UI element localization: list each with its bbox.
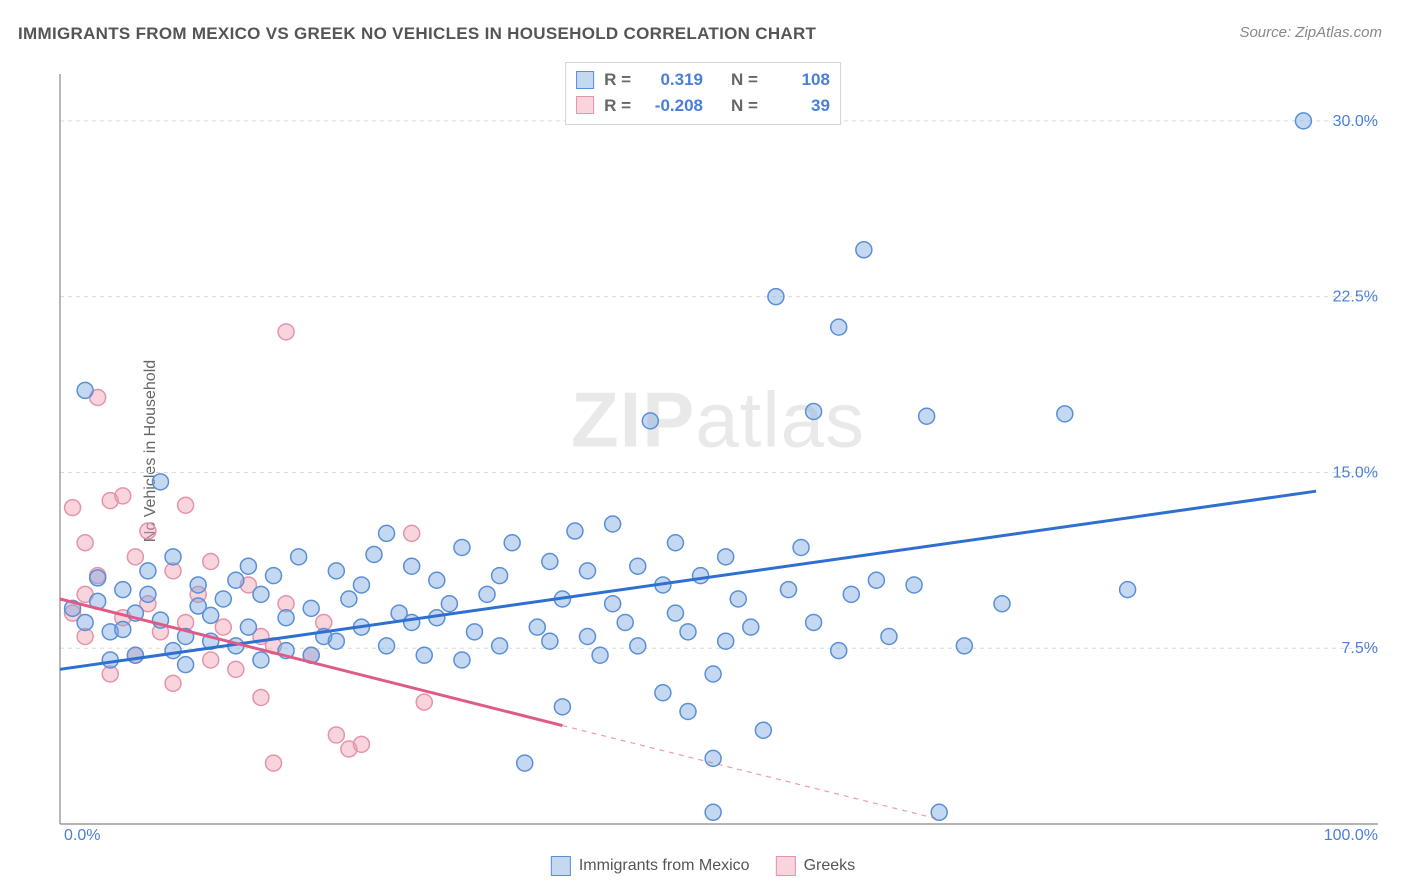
stats-row-1: R = 0.319 N = 108 bbox=[576, 67, 830, 93]
stats-r-1: 0.319 bbox=[641, 67, 703, 93]
stats-r-label: R = bbox=[604, 67, 631, 93]
svg-text:7.5%: 7.5% bbox=[1342, 640, 1378, 657]
source-label: Source: ZipAtlas.com bbox=[1239, 24, 1382, 41]
scatter-plot-svg: 7.5% 15.0% 22.5% 30.0% 0.0% 100.0% bbox=[50, 60, 1386, 842]
stats-swatch-1 bbox=[576, 71, 594, 89]
legend-label-2: Greeks bbox=[804, 857, 856, 875]
svg-text:15.0%: 15.0% bbox=[1333, 464, 1378, 481]
x-legend: Immigrants from Mexico Greeks bbox=[551, 856, 855, 876]
stats-swatch-2 bbox=[576, 96, 594, 114]
legend-swatch-1 bbox=[551, 856, 571, 876]
stats-n-2: 39 bbox=[768, 93, 830, 119]
svg-text:0.0%: 0.0% bbox=[64, 827, 100, 842]
svg-text:22.5%: 22.5% bbox=[1333, 289, 1378, 306]
svg-text:30.0%: 30.0% bbox=[1333, 113, 1378, 130]
legend-label-1: Immigrants from Mexico bbox=[579, 857, 750, 875]
stats-box: R = 0.319 N = 108 R = -0.208 N = 39 bbox=[565, 62, 841, 125]
stats-r-2: -0.208 bbox=[641, 93, 703, 119]
svg-text:100.0%: 100.0% bbox=[1324, 827, 1378, 842]
legend-swatch-2 bbox=[776, 856, 796, 876]
chart-title: IMMIGRANTS FROM MEXICO VS GREEK NO VEHIC… bbox=[18, 24, 816, 44]
stats-n-label-2: N = bbox=[731, 93, 758, 119]
legend-item-2: Greeks bbox=[776, 856, 856, 876]
stats-n-1: 108 bbox=[768, 67, 830, 93]
chart-area: No Vehicles in Household ZIPatlas 7.5%15… bbox=[50, 60, 1386, 842]
legend-item-1: Immigrants from Mexico bbox=[551, 856, 750, 876]
stats-n-label: N = bbox=[731, 67, 758, 93]
stats-row-2: R = -0.208 N = 39 bbox=[576, 93, 830, 119]
stats-r-label-2: R = bbox=[604, 93, 631, 119]
